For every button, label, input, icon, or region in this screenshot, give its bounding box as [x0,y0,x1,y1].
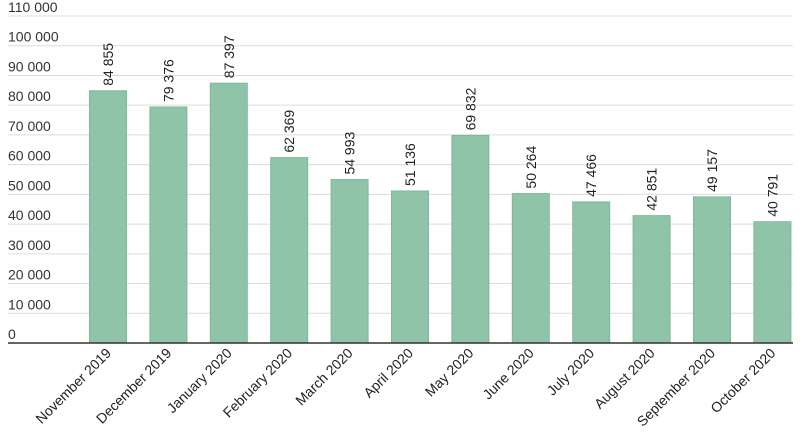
data-label: 87 397 [221,35,237,78]
y-tick-label: 80 000 [8,88,51,104]
x-tick-label: October 2020 [707,345,778,416]
data-label: 69 832 [462,87,478,130]
bar [89,90,127,344]
y-tick-label: 30 000 [8,237,51,253]
x-tick-label: April 2020 [360,345,416,401]
y-tick-label: 60 000 [8,148,51,164]
bar [451,134,490,344]
y-tick-label: 20 000 [8,267,51,283]
bars [89,82,792,344]
x-tick-label: July 2020 [544,345,598,399]
x-tick-label: May 2020 [422,345,477,400]
data-label: 51 136 [402,143,418,186]
bar [572,201,611,344]
bar [330,179,369,344]
x-tick-label: August 2020 [591,345,658,412]
data-label: 84 855 [100,43,116,86]
bar [632,215,671,344]
y-tick-label: 110 000 [8,0,58,15]
x-tick-label: June 2020 [479,345,537,403]
y-tick-label: 90 000 [8,58,51,74]
bar [693,196,731,344]
bar [511,193,550,344]
y-tick-label: 10 000 [8,296,51,312]
bar [391,190,429,344]
data-label: 40 791 [764,174,780,217]
data-label: 79 376 [160,59,176,102]
data-label: 47 466 [583,154,599,197]
data-label: 62 369 [281,110,297,153]
data-label: 50 264 [523,146,539,189]
y-tick-label: 100 000 [8,29,59,45]
x-tick-label: March 2020 [292,345,356,409]
bar [270,157,309,344]
data-label: 49 157 [704,149,720,192]
data-label: 42 851 [644,168,660,211]
data-label: 54 993 [342,131,358,174]
y-tick-label: 70 000 [8,118,51,134]
y-axis-tick-labels: 0 10 000 20 000 30 000 40 000 50 000 60 000 70 … [8,0,59,342]
bar [149,106,188,344]
bar [753,221,792,344]
data-labels: 84 855 79 376 87 397 62 369 54 993 51 136 69 8… [100,35,780,217]
y-tick-label: 40 000 [8,207,51,223]
y-tick-label: 50 000 [8,177,51,193]
y-tick-label: 0 [8,326,16,342]
bar [209,82,248,344]
